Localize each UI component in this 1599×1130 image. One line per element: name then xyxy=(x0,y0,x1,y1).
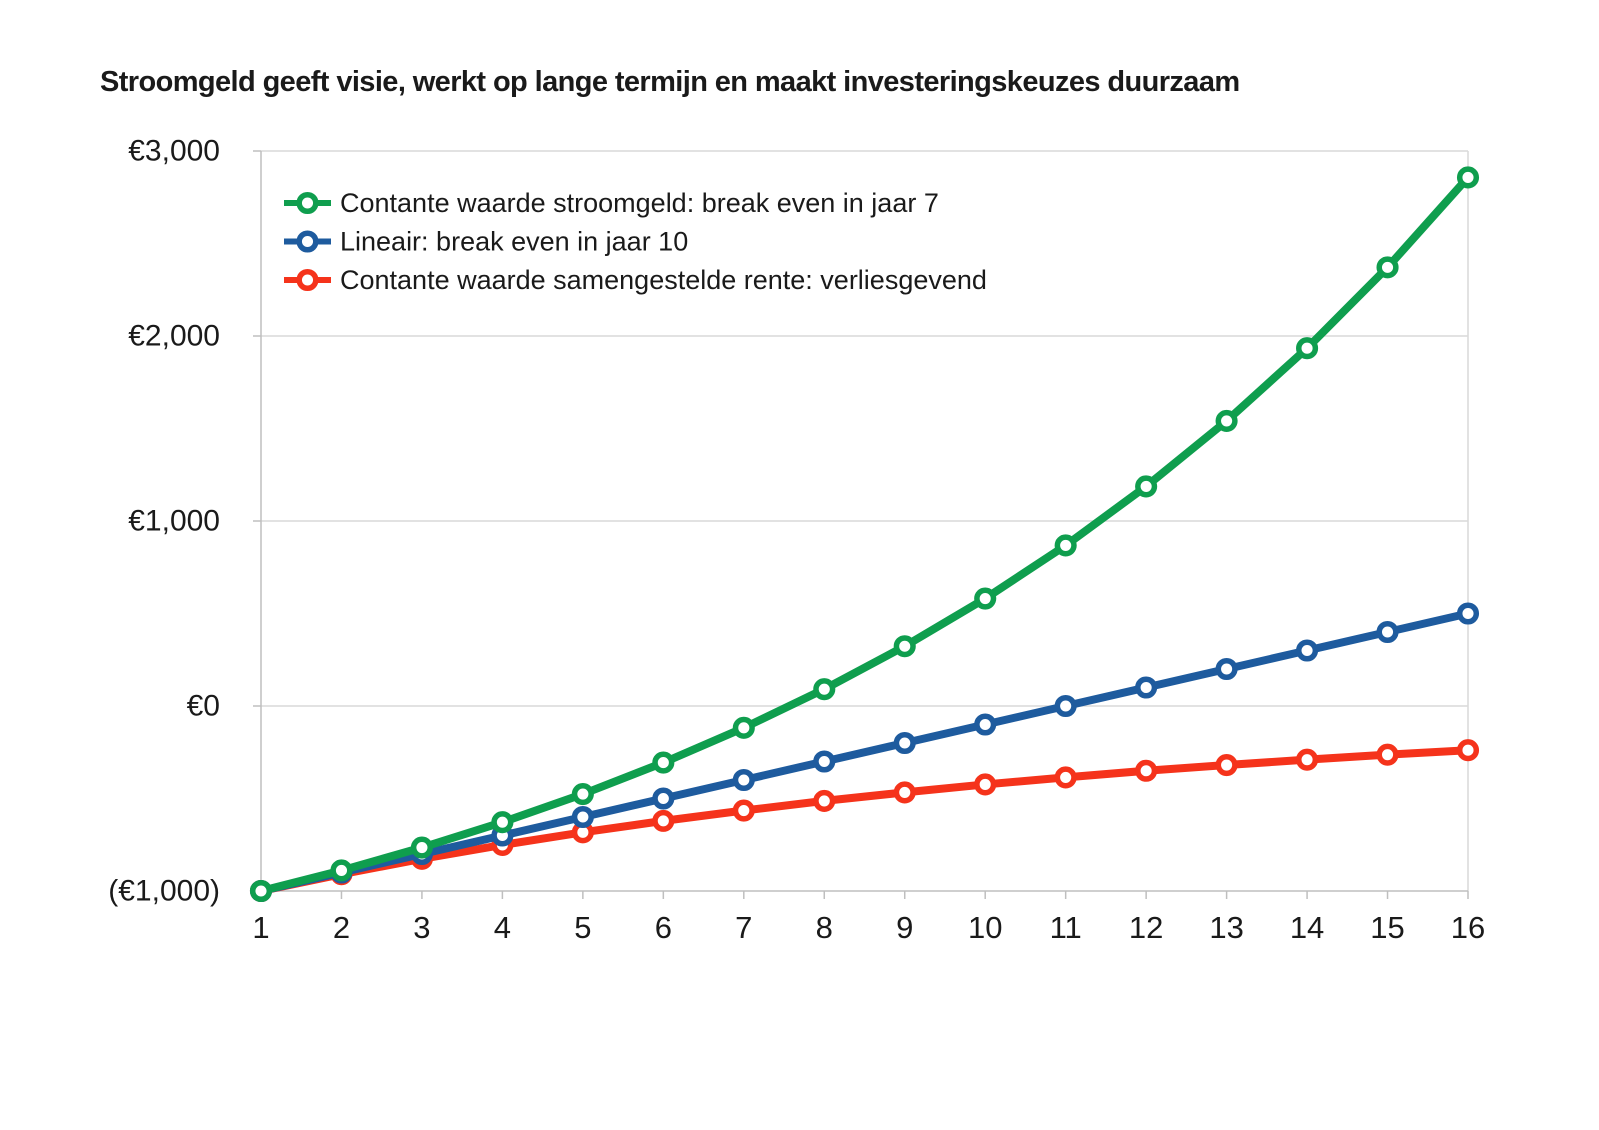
x-axis-tick-label: 2 xyxy=(333,910,350,945)
data-point-marker-samengestelde-rente xyxy=(1456,739,1480,762)
data-point-marker-stroomgeld xyxy=(652,751,675,774)
x-axis-tick-label: 13 xyxy=(1209,910,1243,945)
data-point-marker-stroomgeld xyxy=(410,836,433,859)
legend-label-samengestelde-rente: Contante waarde samengestelde rente: ver… xyxy=(340,265,987,295)
y-axis-tick-label: €1,000 xyxy=(128,505,220,538)
x-axis-tick-label: 16 xyxy=(1451,910,1485,945)
data-point-marker-stroomgeld xyxy=(1456,166,1480,189)
data-point-marker-samengestelde-rente xyxy=(652,809,675,832)
data-point-marker-lineair xyxy=(1215,657,1238,681)
data-point-marker-samengestelde-rente xyxy=(893,781,916,804)
data-point-marker-samengestelde-rente xyxy=(1054,766,1077,789)
legend-marker-icon-stroomgeld xyxy=(296,191,319,215)
data-point-marker-lineair xyxy=(1376,620,1399,644)
x-axis-tick-label: 5 xyxy=(574,910,591,945)
data-point-marker-lineair xyxy=(974,713,997,736)
data-point-marker-stroomgeld xyxy=(249,879,273,903)
data-point-marker-samengestelde-rente xyxy=(1296,748,1319,771)
data-point-marker-lineair xyxy=(1296,639,1319,662)
data-point-marker-stroomgeld xyxy=(571,783,594,806)
data-point-marker-samengestelde-rente xyxy=(813,789,836,812)
data-point-marker-stroomgeld xyxy=(974,587,997,610)
x-axis-tick-label: 14 xyxy=(1290,910,1324,945)
x-axis-tick-label: 10 xyxy=(968,910,1002,945)
data-point-marker-stroomgeld xyxy=(1135,475,1158,498)
data-point-marker-lineair xyxy=(571,805,594,829)
x-axis-tick-label: 11 xyxy=(1050,910,1082,945)
data-point-marker-stroomgeld xyxy=(491,811,514,834)
data-point-marker-lineair xyxy=(1135,676,1158,699)
x-axis-tick-label: 9 xyxy=(896,910,913,945)
data-point-marker-lineair xyxy=(652,787,675,810)
x-axis-tick-label: 1 xyxy=(252,910,269,945)
legend-marker-icon-samengestelde-rente xyxy=(296,268,319,292)
data-point-marker-stroomgeld xyxy=(1296,337,1319,360)
data-point-marker-lineair xyxy=(732,768,755,792)
data-point-marker-lineair xyxy=(1054,694,1077,718)
data-point-marker-stroomgeld xyxy=(732,716,755,739)
data-point-marker-samengestelde-rente xyxy=(1215,753,1238,777)
data-point-marker-samengestelde-rente xyxy=(1135,759,1158,782)
x-axis-tick-label: 3 xyxy=(413,910,430,945)
data-point-marker-stroomgeld xyxy=(1376,256,1399,279)
x-axis-tick-label: 8 xyxy=(816,910,833,945)
y-axis-tick-label: €3,000 xyxy=(128,135,220,168)
legend-label-lineair: Lineair: break even in jaar 10 xyxy=(340,227,688,257)
y-axis-tick-label: €0 xyxy=(187,690,220,723)
x-axis-tick-label: 6 xyxy=(655,910,672,945)
x-axis-tick-label: 15 xyxy=(1370,910,1404,945)
data-point-marker-stroomgeld xyxy=(813,678,836,701)
y-axis-tick-label: (€1,000) xyxy=(108,875,220,908)
x-axis-tick-label: 4 xyxy=(494,910,511,945)
legend-marker-icon-lineair xyxy=(296,230,319,253)
data-point-marker-lineair xyxy=(893,731,916,755)
series-line-lineair xyxy=(257,609,1472,895)
data-point-marker-samengestelde-rente xyxy=(1376,743,1399,766)
data-point-marker-stroomgeld xyxy=(1215,409,1238,432)
data-point-marker-stroomgeld xyxy=(1054,534,1077,557)
y-axis-tick-label: €2,000 xyxy=(128,320,220,353)
series-line-samengestelde-rente xyxy=(257,746,1472,895)
data-point-marker-stroomgeld xyxy=(330,859,353,882)
legend-label-stroomgeld: Contante waarde stroomgeld: break even i… xyxy=(340,188,939,218)
data-point-marker-stroomgeld xyxy=(893,635,916,658)
x-axis-tick-label: 7 xyxy=(735,910,752,945)
data-point-marker-lineair xyxy=(813,750,836,773)
data-point-marker-samengestelde-rente xyxy=(974,773,997,796)
data-point-marker-lineair xyxy=(1456,602,1480,625)
series-line-stroomgeld xyxy=(257,173,1472,895)
x-axis-tick-label: 12 xyxy=(1129,910,1163,945)
data-point-marker-samengestelde-rente xyxy=(732,799,755,822)
chart-title: Stroomgeld geeft visie, werkt op lange t… xyxy=(100,66,1240,98)
